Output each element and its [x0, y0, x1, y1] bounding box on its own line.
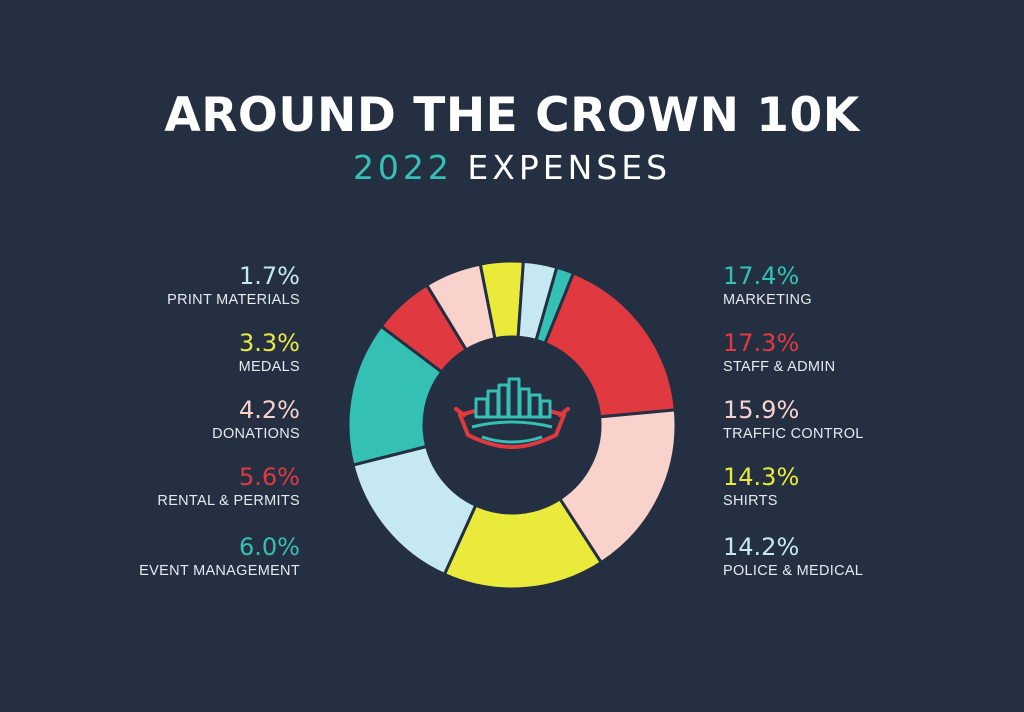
legend-percent: 14.2% — [723, 533, 800, 561]
legend-item-donations: 4.2% DONATIONS — [0, 396, 300, 444]
legend-label: STAFF & ADMIN — [723, 359, 836, 375]
legend-item-shirts: 14.3% SHIRTS — [723, 463, 1023, 511]
crown-skyline-logo-icon — [454, 377, 570, 449]
legend-label: POLICE & MEDICAL — [723, 563, 864, 579]
legend-percent: 17.4% — [723, 262, 800, 290]
legend-item-print-materials: 1.7% PRINT MATERIALS — [0, 262, 300, 310]
chart-title: AROUND THE CROWN 10K — [164, 88, 860, 143]
legend-percent: 3.3% — [239, 329, 300, 357]
legend-percent: 6.0% — [239, 533, 300, 561]
donut-slices — [346, 259, 678, 591]
legend-label: RENTAL & PERMITS — [157, 493, 300, 509]
legend-label: EVENT MANAGEMENT — [139, 563, 300, 579]
legend-label: TRAFFIC CONTROL — [723, 426, 864, 442]
legend-item-marketing: 17.4% MARKETING — [723, 262, 1023, 310]
legend-label: DONATIONS — [212, 426, 300, 442]
subtitle-year: 2022 — [352, 148, 453, 187]
legend-item-traffic-control: 15.9% TRAFFIC CONTROL — [723, 396, 1023, 444]
legend-percent: 15.9% — [723, 396, 800, 424]
legend-percent: 5.6% — [239, 463, 300, 491]
chart-subtitle: 2022 EXPENSES — [0, 148, 1024, 188]
legend-percent: 14.3% — [723, 463, 800, 491]
legend-item-medals: 3.3% MEDALS — [0, 329, 300, 377]
legend-item-staff-admin: 17.3% STAFF & ADMIN — [723, 329, 1023, 377]
legend-item-rental-permits: 5.6% RENTAL & PERMITS — [0, 463, 300, 511]
legend-percent: 17.3% — [723, 329, 800, 357]
legend-label: MARKETING — [723, 292, 812, 308]
legend-item-police-medical: 14.2% POLICE & MEDICAL — [723, 533, 1023, 581]
legend-label: SHIRTS — [723, 493, 778, 509]
legend-percent: 1.7% — [239, 262, 300, 290]
legend-label: PRINT MATERIALS — [167, 292, 300, 308]
legend-percent: 4.2% — [239, 396, 300, 424]
legend-label: MEDALS — [238, 359, 300, 375]
slice-print-materials — [534, 265, 576, 346]
subtitle-text: EXPENSES — [467, 148, 672, 187]
legend-item-event-management: 6.0% EVENT MANAGEMENT — [0, 533, 300, 581]
